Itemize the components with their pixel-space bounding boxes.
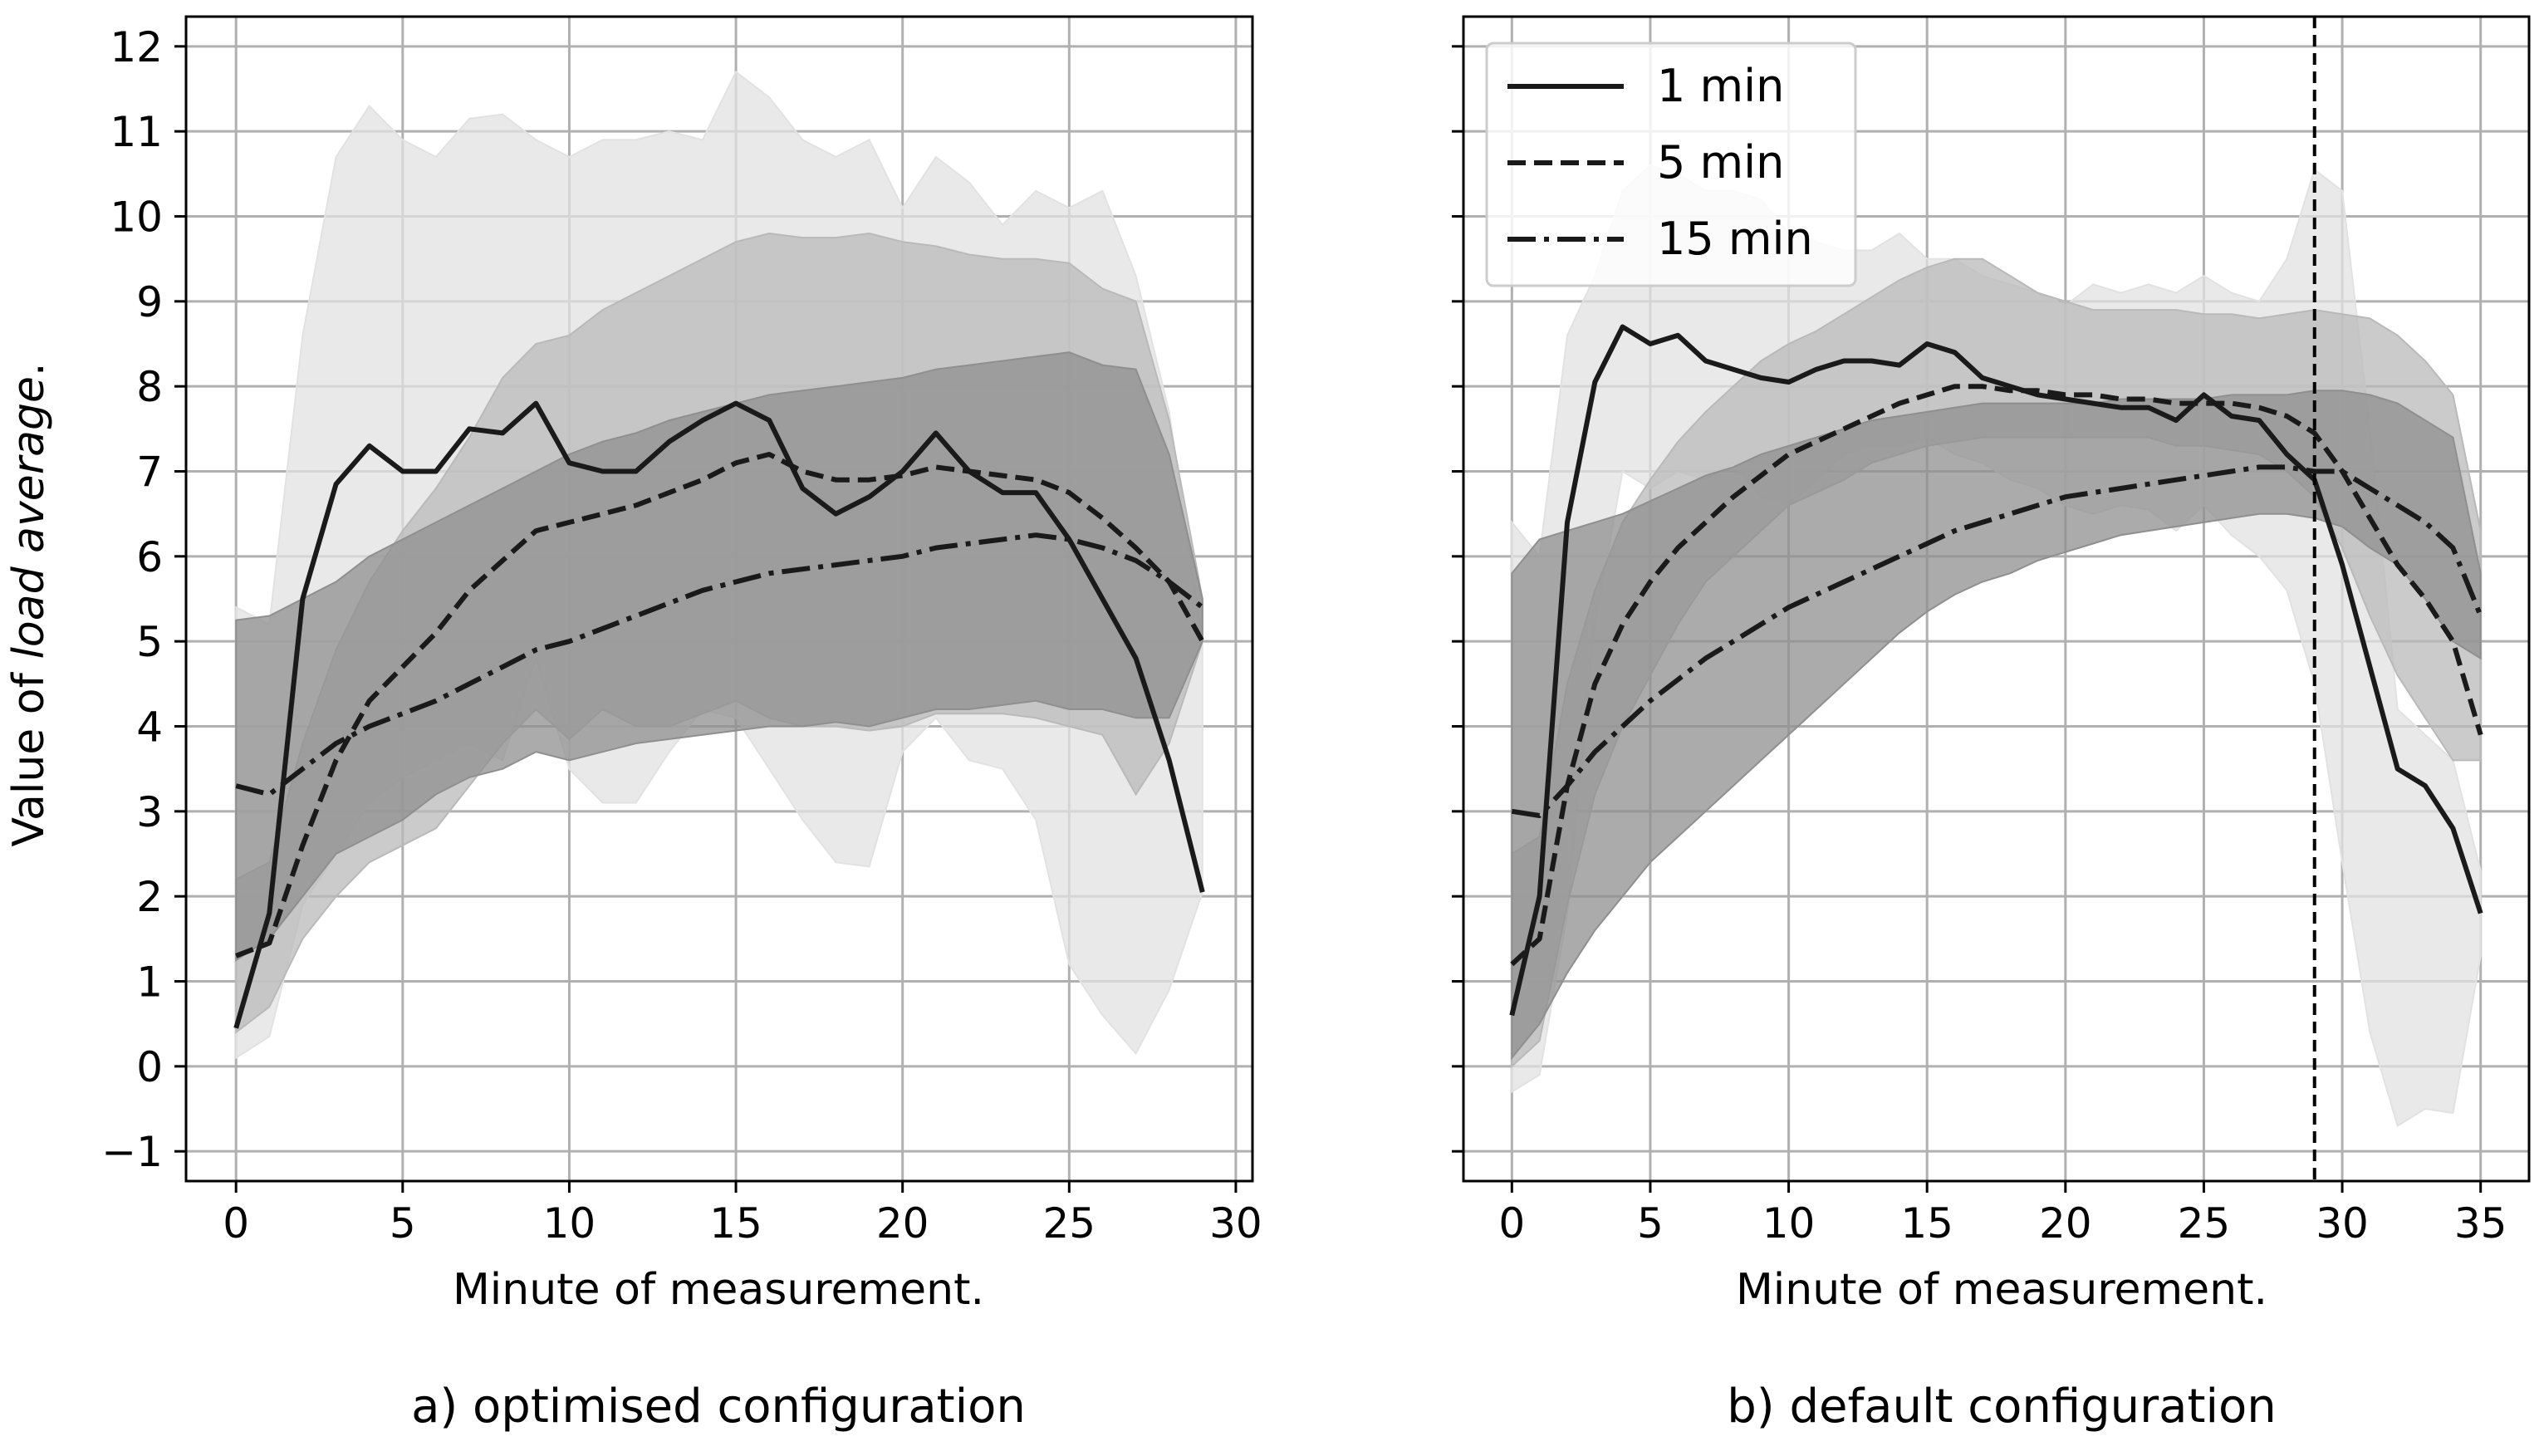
band-15min — [235, 351, 1203, 962]
panel-b-frame — [1462, 15, 2531, 1183]
y-axis-label-suffix: . — [4, 362, 54, 376]
x-tick-label: 20 — [876, 1199, 929, 1248]
series-line-5min — [1510, 384, 2483, 967]
axes-frame — [184, 15, 1254, 1183]
y-tick-label: 11 — [110, 108, 163, 156]
panel-a-lines — [233, 400, 1205, 1029]
legend-label-1min: 1 min — [1657, 60, 1784, 112]
legend-label-5min: 5 min — [1657, 136, 1784, 189]
y-axis-label-italic: load average — [4, 376, 54, 659]
panel-b-y-ticks — [1452, 45, 1463, 1153]
legend-label-15min: 15 min — [1657, 213, 1813, 265]
x-tick-label: 20 — [2039, 1199, 2092, 1248]
x-tick-label: 5 — [390, 1199, 416, 1248]
y-tick-label: 1 — [136, 958, 163, 1007]
y-tick-label: −1 — [101, 1128, 163, 1176]
x-tick-label: 30 — [2316, 1199, 2369, 1248]
y-axis-label-prefix: Value of — [4, 659, 54, 847]
x-tick-label: 35 — [2454, 1199, 2507, 1248]
y-tick-label: 2 — [136, 873, 163, 921]
y-tick-label: 5 — [136, 618, 163, 666]
y-tick-label: 0 — [136, 1043, 163, 1091]
x-tick-label: 25 — [1043, 1199, 1096, 1248]
legend-box — [1485, 42, 1857, 287]
x-tick-label: 5 — [1637, 1199, 1664, 1248]
series-line-5min — [235, 452, 1205, 958]
legend: 1 min 5 min 15 min — [1485, 42, 1857, 287]
panel-b-x-ticks: 0 5 10 15 20 25 30 35 — [1498, 1181, 2507, 1248]
y-tick-label: 6 — [136, 533, 163, 581]
y-tick-label: 7 — [136, 448, 163, 496]
series-line-1min — [233, 400, 1205, 1029]
y-tick-label: 10 — [110, 193, 163, 241]
x-tick-label: 10 — [1762, 1199, 1816, 1248]
panel-a-bands — [235, 70, 1203, 1060]
series-line-15min — [235, 532, 1204, 797]
panel-a-x-axis-label: Minute of measurement. — [453, 1265, 984, 1315]
series-line-15min — [1511, 464, 2483, 818]
x-tick-label: 15 — [709, 1199, 762, 1248]
x-tick-label: 0 — [223, 1199, 249, 1248]
y-tick-label: 12 — [110, 23, 163, 71]
x-tick-label: 30 — [1209, 1199, 1262, 1248]
panel-a-frame — [184, 15, 1254, 1183]
panel-b-caption: b) default configuration — [1727, 1380, 2277, 1434]
axes-frame — [1462, 15, 2531, 1183]
panel-a-x-ticks: 0 5 10 15 20 25 30 — [223, 1181, 1262, 1248]
y-tick-label: 8 — [136, 363, 163, 411]
y-axis-label: Value of load average. — [4, 362, 54, 846]
panel-b-lines — [1509, 324, 2483, 1017]
x-tick-label: 10 — [543, 1199, 596, 1248]
x-tick-label: 25 — [2178, 1199, 2231, 1248]
series-line-1min — [1509, 324, 2483, 1017]
panel-a-caption: a) optimised configuration — [411, 1380, 1026, 1434]
x-tick-label: 0 — [1498, 1199, 1525, 1248]
x-tick-label: 15 — [1900, 1199, 1953, 1248]
panel-b-chart: 0 5 10 15 20 25 30 35 Minute of measurement. b)… — [1452, 15, 2531, 1434]
y-tick-label: 3 — [136, 788, 163, 836]
y-tick-label: 4 — [136, 703, 163, 752]
panel-b-x-axis-label: Minute of measurement. — [1736, 1265, 2267, 1315]
y-tick-label: 9 — [136, 278, 163, 326]
